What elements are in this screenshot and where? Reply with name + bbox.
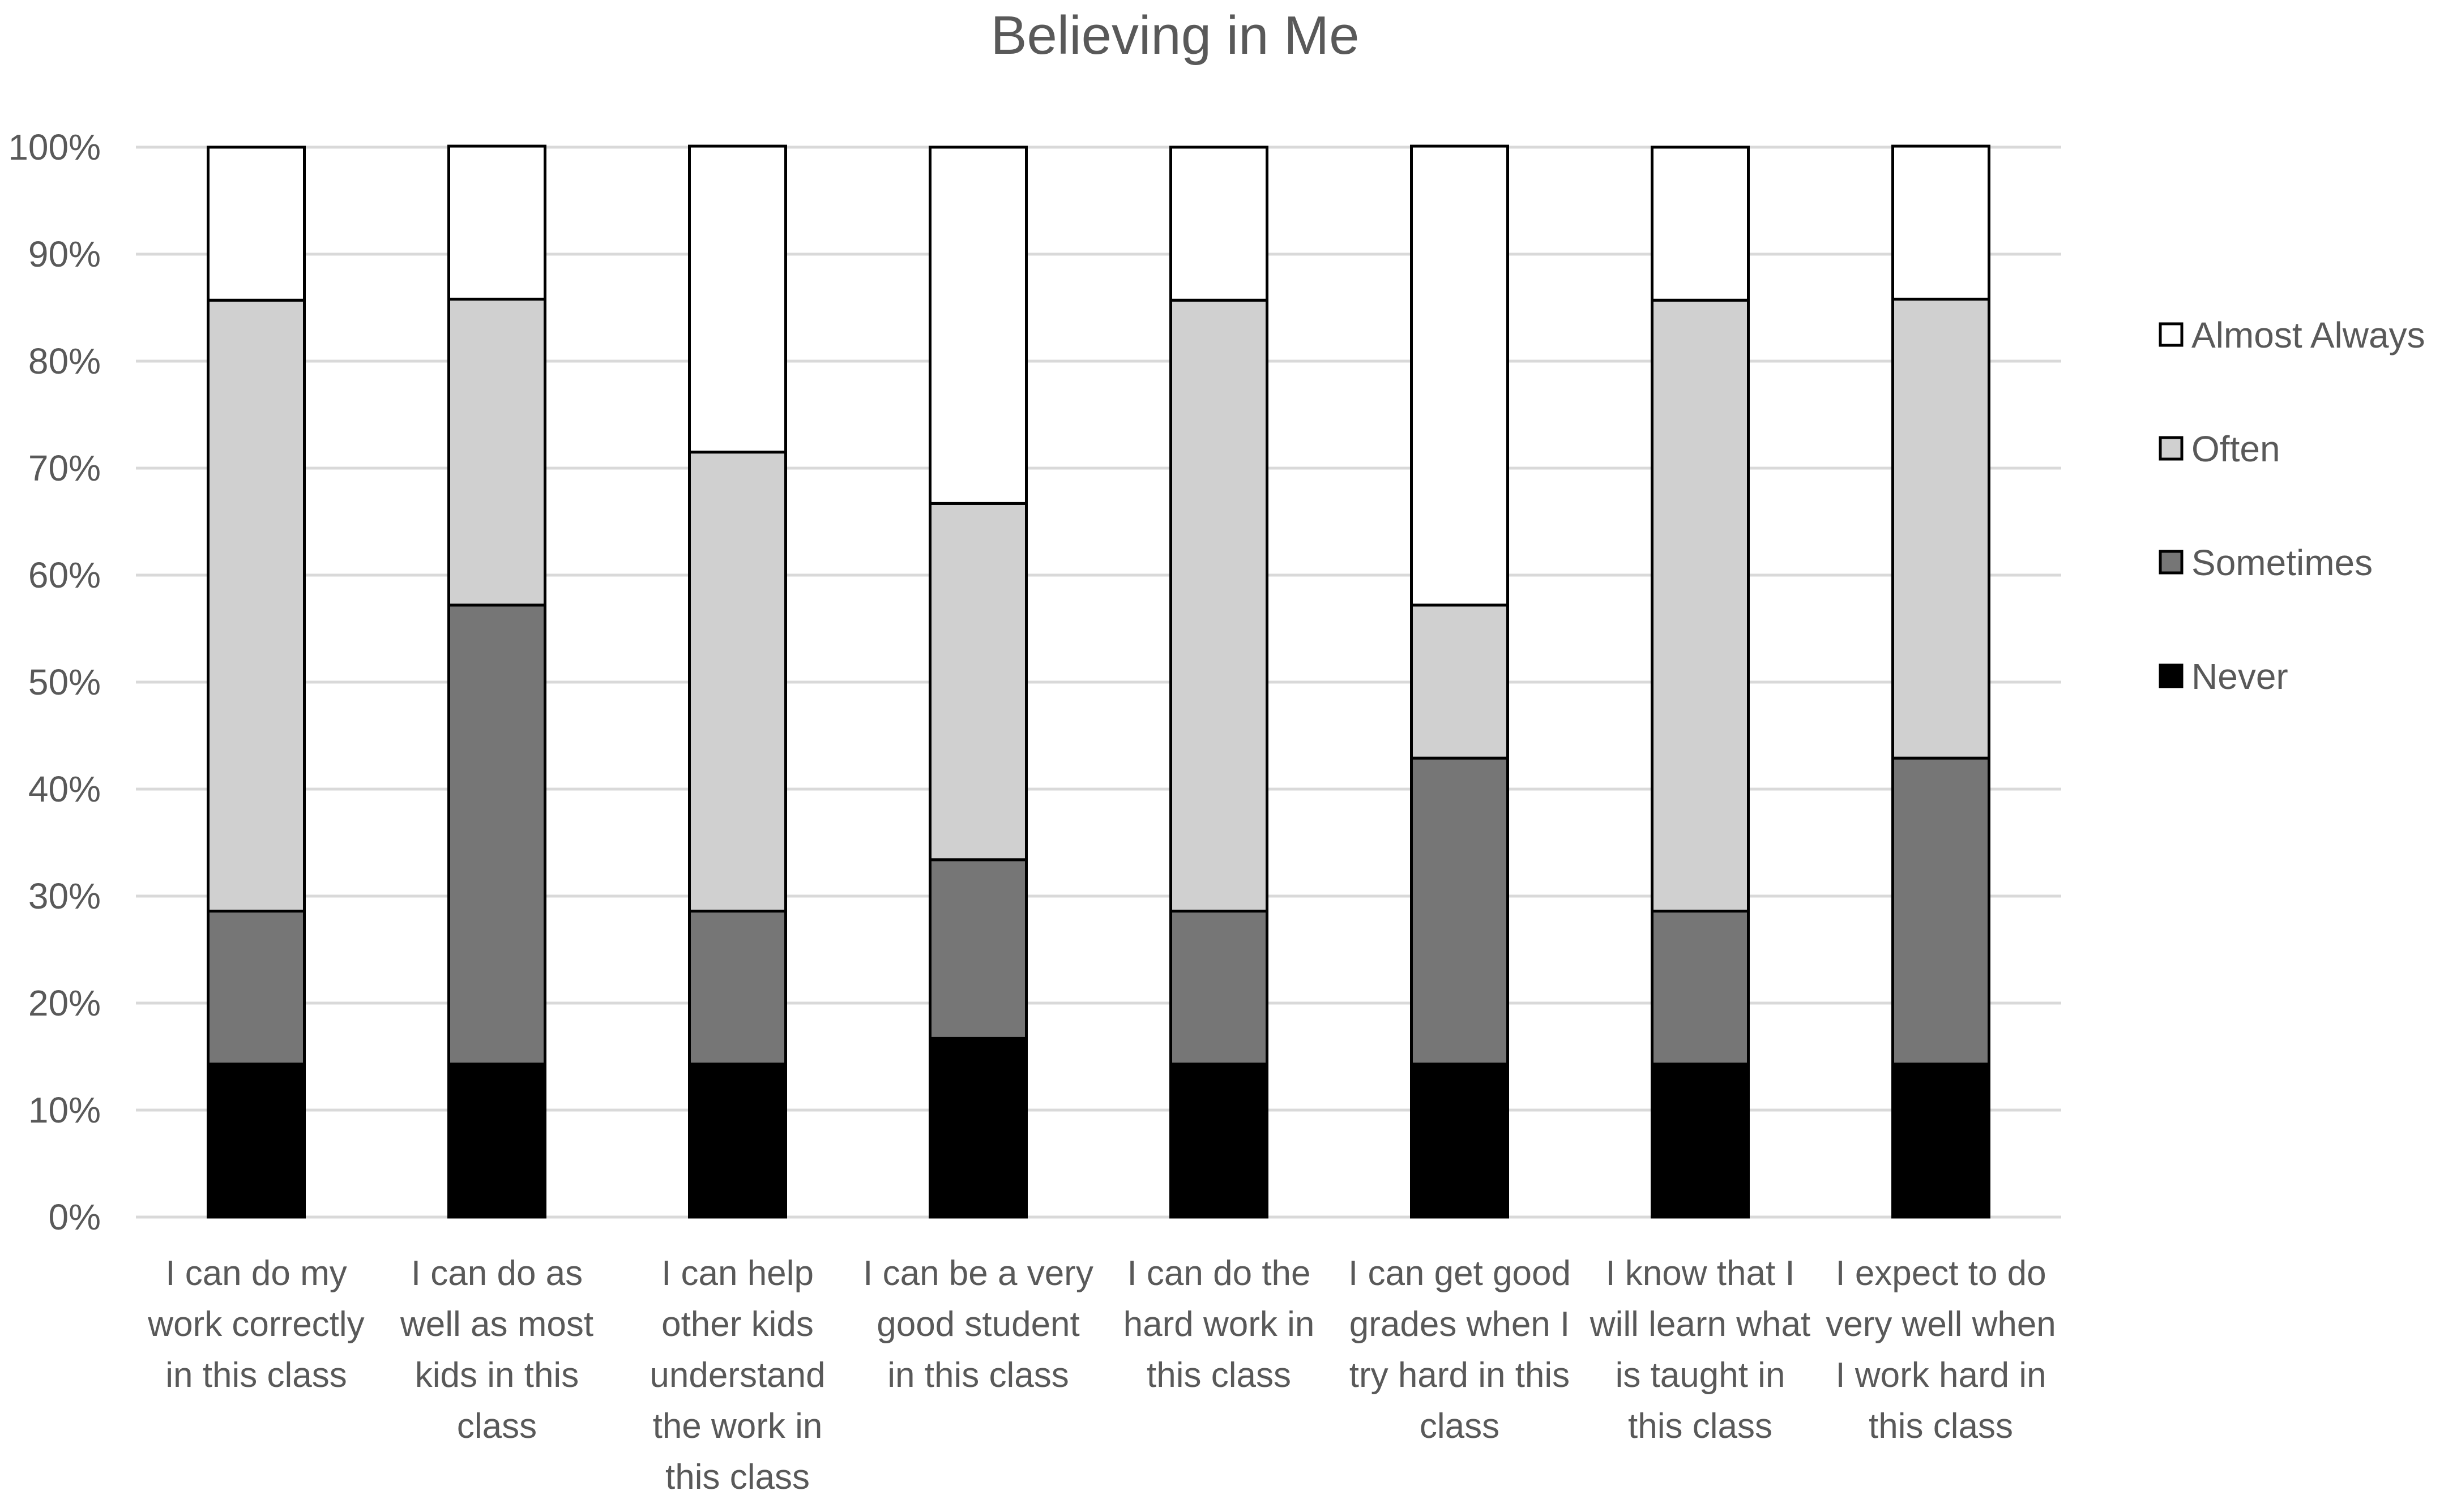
y-tick-label: 70% (28, 448, 101, 489)
x-tick-label: very well when (1826, 1305, 2056, 1344)
bar-segment-almost-always (1651, 145, 1750, 302)
x-tick-label: I can do as (411, 1254, 583, 1293)
bar-segment-sometimes (1651, 909, 1750, 1066)
y-tick-label: 80% (28, 341, 101, 382)
bar-segment-never (1410, 1063, 1509, 1219)
x-tick-label: I work hard in (1835, 1356, 2046, 1395)
x-tick-label: I can help (661, 1254, 814, 1293)
bar-segment-often (688, 451, 787, 913)
bar-segment-never (207, 1063, 306, 1219)
bar-segment-almost-always (929, 145, 1028, 505)
x-tick-label: this class (1628, 1407, 1772, 1446)
bar-segment-never (1169, 1063, 1268, 1219)
bar-segment-never (1651, 1063, 1750, 1219)
bar-segment-almost-always (688, 144, 787, 454)
bar-segment-never (1891, 1063, 1990, 1219)
x-tick-label: in this class (165, 1356, 347, 1395)
x-tick-label: grades when I (1349, 1305, 1570, 1344)
bar-segment-sometimes (207, 909, 306, 1066)
x-tick-label: I can get good (1348, 1254, 1571, 1293)
bar-segment-never (447, 1063, 546, 1219)
bar-segment-often (929, 502, 1028, 862)
bar-segment-almost-always (207, 145, 306, 302)
bar-segment-often (1891, 297, 1990, 760)
gridlines (136, 145, 2061, 1219)
bars (207, 144, 1990, 1219)
x-tick-label: kids in this (415, 1356, 579, 1395)
bar-segment-sometimes (1410, 756, 1509, 1066)
bar-segment-sometimes (447, 603, 546, 1066)
x-tick-label: I can do the (1127, 1254, 1310, 1293)
legend-swatch-never (2159, 663, 2184, 688)
x-tick-label: will learn what (1590, 1305, 1810, 1344)
bar-segment-almost-always (1891, 144, 1990, 301)
legend-swatch-almost-always (2159, 322, 2184, 347)
bar-segment-often (1651, 298, 1750, 913)
bar-segment-often (1410, 603, 1509, 760)
x-tick-label: class (457, 1407, 537, 1446)
x-tick-label: in this class (887, 1356, 1069, 1395)
y-tick-label: 30% (28, 876, 101, 916)
legend-label: Sometimes (2191, 542, 2373, 583)
x-tick-label: try hard in this (1349, 1356, 1570, 1395)
x-tick-label: this class (1147, 1356, 1291, 1395)
x-tick-label: I can be a very (863, 1254, 1093, 1293)
legend-swatch-often (2159, 436, 2184, 461)
y-tick-label: 10% (28, 1090, 101, 1130)
bar-segment-almost-always (1410, 144, 1509, 607)
x-tick-label: this class (665, 1458, 810, 1497)
x-tick-label: the work in (653, 1407, 823, 1446)
x-tick-label: understand (650, 1356, 825, 1395)
y-tick-label: 100% (8, 127, 101, 168)
bar-segment-sometimes (929, 858, 1028, 1040)
bar-segment-sometimes (688, 909, 787, 1066)
legend-label: Never (2191, 656, 2288, 697)
bar-segment-often (207, 298, 306, 913)
x-tick-label: I expect to do (1835, 1254, 2046, 1293)
x-tick-label: class (1420, 1407, 1499, 1446)
x-tick-label: is taught in (1616, 1356, 1785, 1395)
legend: Almost Always Often Sometimes Never (2159, 315, 2425, 697)
x-tick-label: other kids (661, 1305, 814, 1344)
bar-segment-sometimes (1891, 756, 1990, 1066)
y-tick-label: 20% (28, 983, 101, 1023)
chart-title: Believing in Me (991, 5, 1360, 66)
legend-label: Almost Always (2191, 315, 2425, 355)
legend-label: Often (2191, 429, 2280, 469)
y-tick-label: 40% (28, 769, 101, 809)
x-tick-label: good student (877, 1305, 1080, 1344)
x-axis-labels: I can do my work correctly in this class I … (147, 1254, 2056, 1497)
bar-segment-sometimes (1169, 909, 1268, 1066)
y-axis-ticks: 0% 10% 20% 30% 40% 50% 60% 70% 80% 90% 100% (8, 127, 101, 1237)
y-tick-label: 50% (28, 662, 101, 703)
bar-segment-almost-always (1169, 145, 1268, 302)
bar-segment-almost-always (447, 144, 546, 301)
bar-segment-never (688, 1063, 787, 1219)
x-tick-label: I know that I (1605, 1254, 1794, 1293)
bar-segment-often (447, 297, 546, 607)
x-tick-label: well as most (400, 1305, 593, 1344)
y-tick-label: 60% (28, 555, 101, 596)
x-tick-label: work correctly (147, 1305, 364, 1344)
legend-swatch-sometimes (2159, 550, 2184, 575)
bar-segment-never (929, 1036, 1028, 1219)
y-tick-label: 90% (28, 234, 101, 275)
bar-segment-often (1169, 298, 1268, 913)
x-tick-label: I can do my (165, 1254, 347, 1293)
x-tick-label: this class (1869, 1407, 2013, 1446)
y-tick-label: 0% (49, 1197, 101, 1237)
x-tick-label: hard work in (1123, 1305, 1315, 1344)
